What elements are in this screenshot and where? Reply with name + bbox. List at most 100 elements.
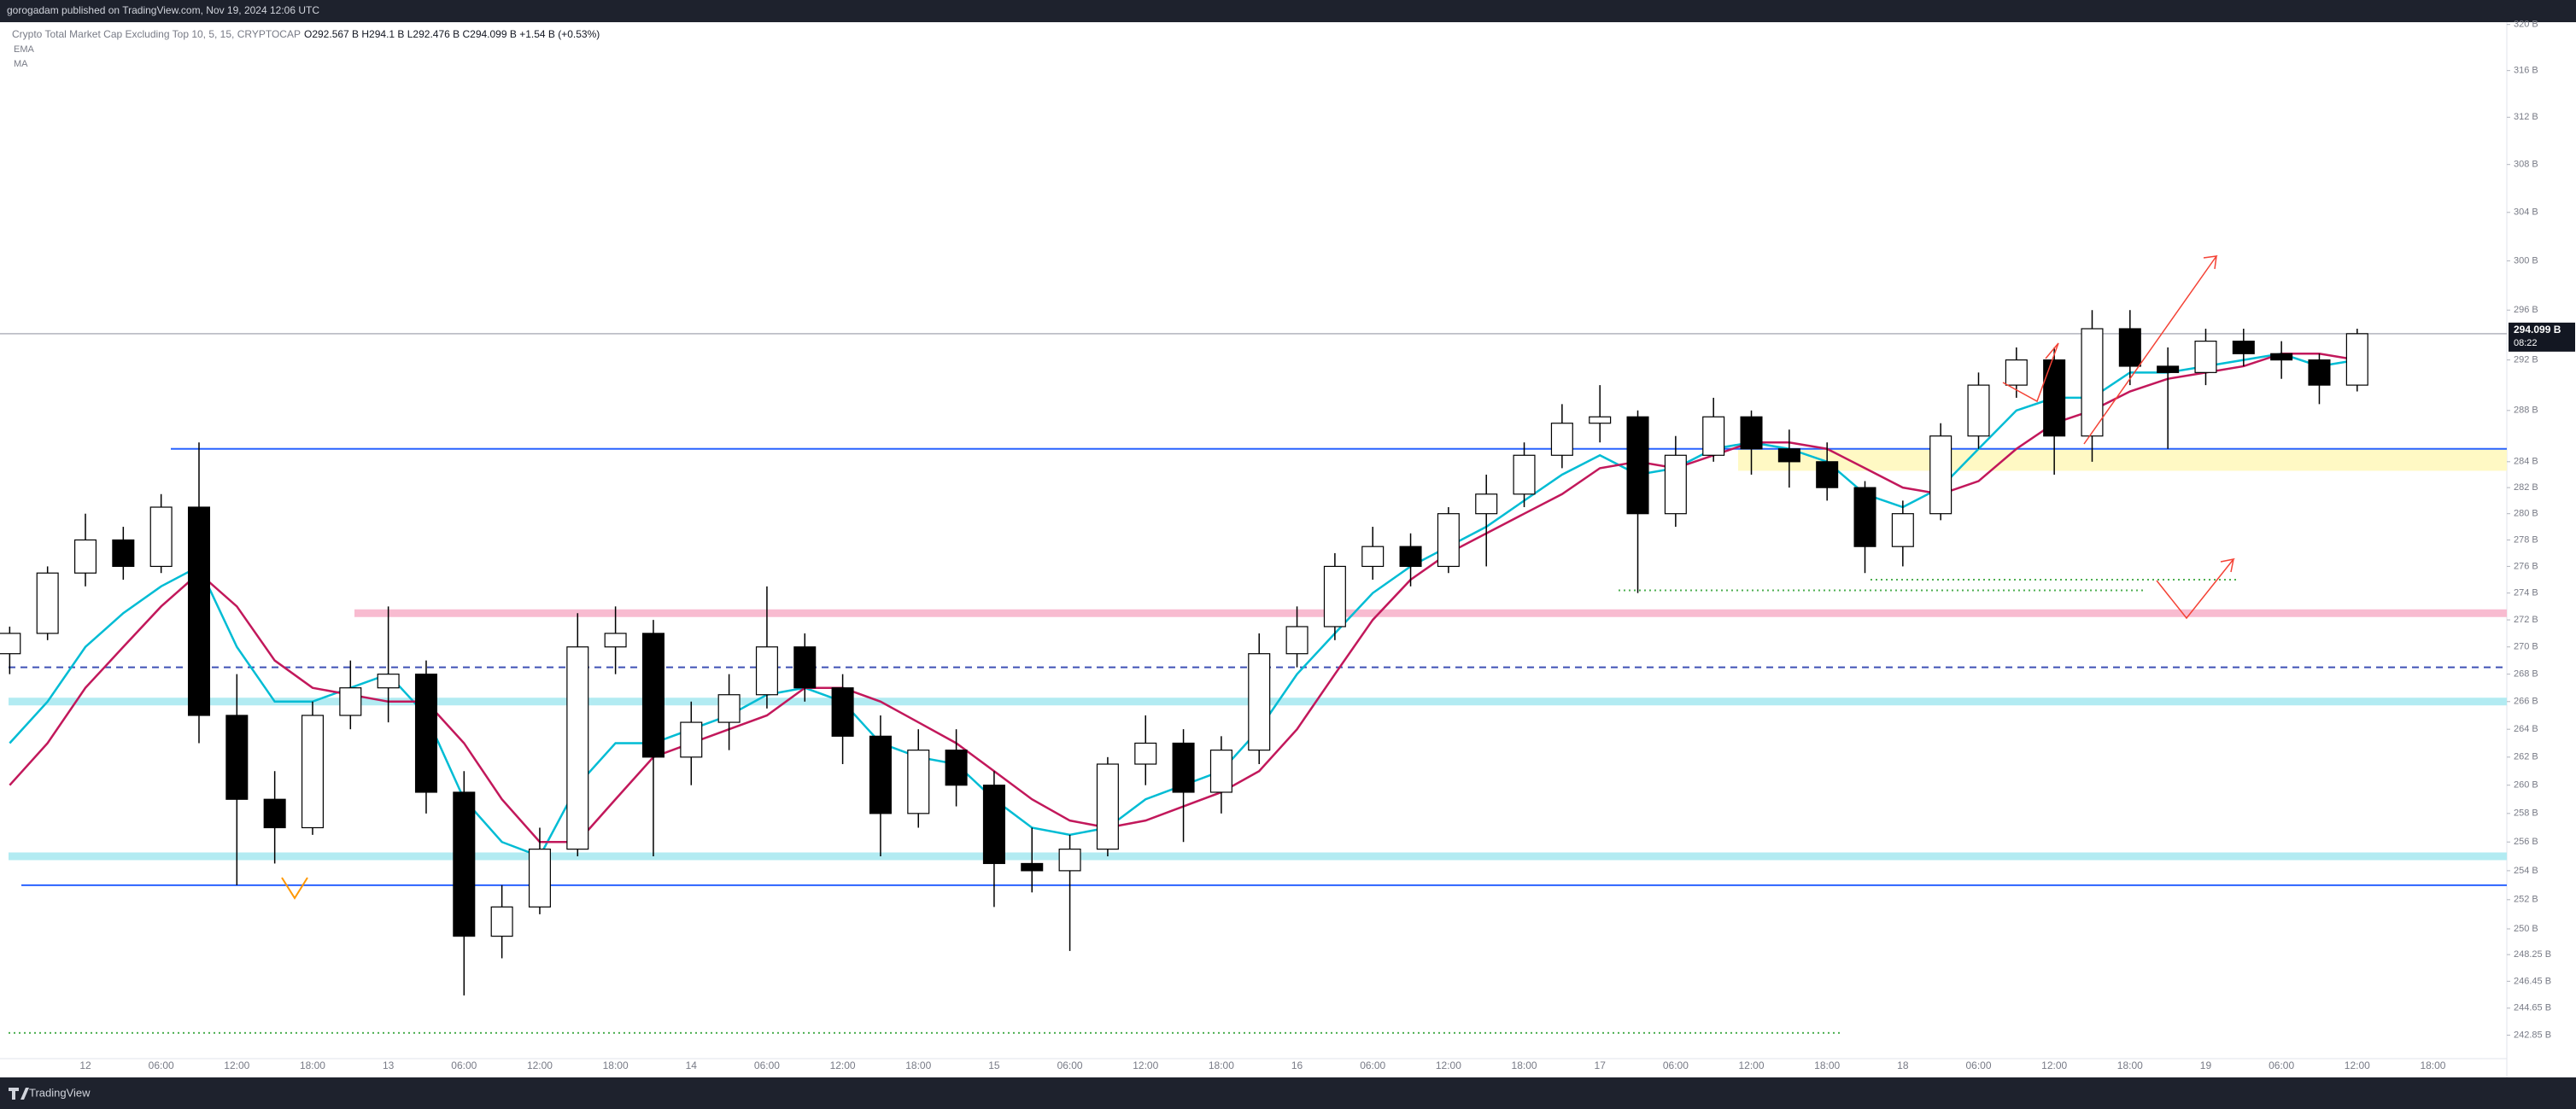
annotation-arrow: [2083, 255, 2218, 445]
annotation-arrow: [281, 877, 308, 900]
candle-body: [2308, 359, 2331, 386]
y-tick-label: 266 B: [2514, 697, 2538, 707]
brand: TradingView: [29, 1086, 91, 1099]
y-tick-label: 268 B: [2514, 669, 2538, 680]
candle-body: [187, 506, 211, 716]
y-tick-label: 244.65 B: [2514, 1003, 2551, 1013]
y-tick-label: 316 B: [2514, 66, 2538, 76]
candle-body: [2043, 359, 2066, 437]
x-tick-label: 18:00: [603, 1059, 629, 1071]
x-tick-label: 06:00: [451, 1059, 477, 1071]
y-tick-label: 292 B: [2514, 355, 2538, 365]
y-tick-label: 260 B: [2514, 780, 2538, 791]
x-tick-label: 17: [1595, 1059, 1607, 1071]
y-tick-label: 262 B: [2514, 752, 2538, 762]
candle-body: [2194, 341, 2217, 373]
candle-body: [0, 633, 21, 655]
candle-body: [717, 694, 741, 723]
candle-body: [528, 849, 551, 908]
y-tick-label: 282 B: [2514, 482, 2538, 493]
candle-body: [604, 633, 627, 648]
countdown: 08:22: [2514, 338, 2538, 348]
x-tick-label: 12:00: [1739, 1059, 1765, 1071]
candle-body: [1361, 546, 1385, 568]
candle-body: [1058, 849, 1081, 872]
annotation-arrow: [2002, 342, 2059, 403]
candle-body: [1096, 763, 1119, 850]
y-tick-label: 264 B: [2514, 724, 2538, 734]
y-tick-label: 304 B: [2514, 207, 2538, 218]
annotation-arrow: [2156, 557, 2235, 620]
x-tick-label: 18:00: [2117, 1059, 2143, 1071]
candle-body: [1399, 546, 1422, 568]
candle-body: [112, 539, 135, 568]
candle-body: [225, 715, 249, 800]
candle-body: [982, 785, 1005, 865]
legend-ma: MA: [14, 59, 28, 69]
x-tick-label: 12:00: [1436, 1059, 1461, 1071]
y-tick-label: 256 B: [2514, 837, 2538, 847]
candle-body: [2232, 341, 2255, 354]
x-tick-label: 18:00: [2420, 1059, 2445, 1071]
x-tick-label: 06:00: [1663, 1059, 1689, 1071]
y-tick-label: 254 B: [2514, 866, 2538, 876]
x-tick-label: 14: [686, 1059, 698, 1071]
y-tick-label: 270 B: [2514, 642, 2538, 652]
y-tick-label: 242.85 B: [2514, 1030, 2551, 1040]
symbol-title: Crypto Total Market Cap Excluding Top 10…: [12, 28, 301, 40]
candle-body: [869, 735, 892, 814]
y-tick-label: 320 B: [2514, 20, 2538, 30]
y-tick-label: 308 B: [2514, 160, 2538, 170]
candle-body: [414, 674, 437, 793]
candle-body: [453, 791, 476, 937]
brand-logo: [9, 1088, 29, 1100]
candle-body: [1891, 513, 1914, 547]
x-tick-label: 12:00: [224, 1059, 249, 1071]
candle-body: [1816, 461, 1839, 488]
y-tick-label: 250 B: [2514, 924, 2538, 934]
candle-body: [2118, 328, 2141, 367]
y-tick-label: 288 B: [2514, 406, 2538, 416]
candle-body: [73, 539, 97, 574]
x-tick-label: 18:00: [1209, 1059, 1234, 1071]
x-tick-label: 15: [988, 1059, 1000, 1071]
y-tick-label: 258 B: [2514, 808, 2538, 819]
x-tick-label: 06:00: [754, 1059, 780, 1071]
x-tick-label: 18: [1897, 1059, 1909, 1071]
y-tick-label: 274 B: [2514, 588, 2538, 598]
candle-body: [1967, 384, 1990, 437]
x-tick-label: 18:00: [905, 1059, 931, 1071]
x-tick-label: 18:00: [1512, 1059, 1537, 1071]
candle-body: [1513, 454, 1536, 495]
candle-body: [1740, 416, 1763, 450]
x-tick-label: 06:00: [1057, 1059, 1083, 1071]
candle-body: [149, 506, 173, 568]
candle-body: [490, 906, 513, 937]
candle-body: [1777, 448, 1800, 463]
candle-body: [263, 798, 286, 829]
candle-body: [1702, 416, 1725, 456]
x-tick-label: 12:00: [2345, 1059, 2370, 1071]
y-tick-label: 296 B: [2514, 305, 2538, 315]
x-tick-label: 12:00: [1133, 1059, 1158, 1071]
candle-body: [793, 646, 817, 689]
candle-body: [907, 750, 930, 814]
candle-body: [377, 674, 400, 689]
candle-body: [1209, 750, 1232, 793]
last-price-label: 294.099 B: [2514, 324, 2561, 336]
candle-body: [566, 646, 589, 850]
candle-body: [1134, 742, 1157, 765]
candle-body: [1285, 626, 1308, 655]
top-bar: [0, 0, 2576, 22]
y-tick-label: 300 B: [2514, 256, 2538, 266]
x-tick-label: 12:00: [830, 1059, 856, 1071]
x-tick-label: 12:00: [2041, 1059, 2067, 1071]
x-tick-label: 12:00: [527, 1059, 553, 1071]
candle-body: [1323, 565, 1346, 627]
candle-body: [2157, 365, 2180, 373]
candle-body: [2270, 353, 2293, 361]
candle-body: [2345, 333, 2368, 386]
ohlc-header: O292.567 B H294.1 B L292.476 B C294.099 …: [304, 28, 600, 40]
x-tick-label: 16: [1291, 1059, 1303, 1071]
